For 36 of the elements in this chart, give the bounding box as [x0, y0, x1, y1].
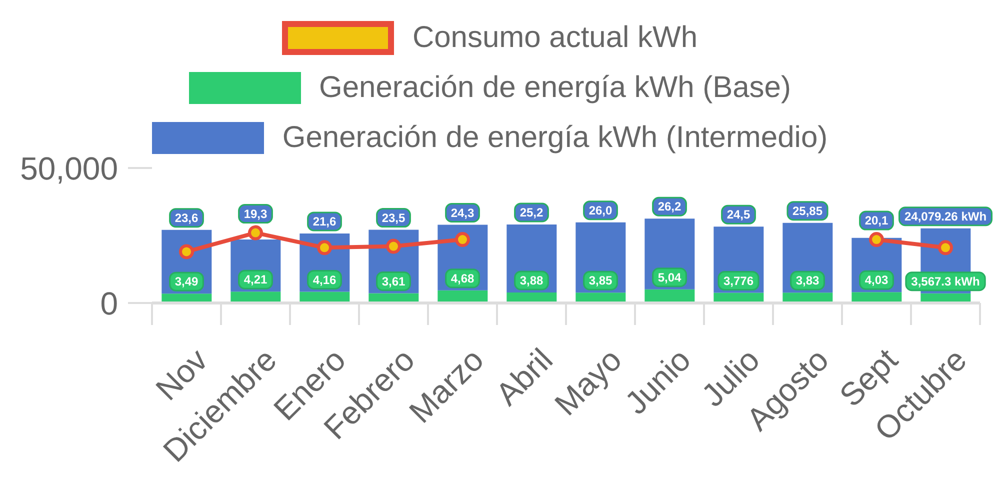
point	[179, 244, 194, 260]
annotation: 25,2	[520, 205, 544, 220]
point	[248, 225, 263, 240]
annotation: 23,5	[382, 210, 406, 225]
annotation: 3,85	[588, 274, 612, 288]
data-label: 24,079.26 kWh	[904, 209, 987, 224]
point	[317, 240, 332, 256]
legend-label: Generación de energía kWh (Base)	[319, 70, 791, 106]
annotation: 4,03	[864, 273, 888, 288]
data-label: 3,567.3 kWh	[911, 274, 980, 288]
annotation: 4,68	[450, 271, 474, 286]
annotation: 25,85	[792, 204, 823, 218]
y-tick-label: 50,000	[20, 150, 118, 186]
annotation: 4,16	[312, 272, 336, 287]
point	[938, 240, 953, 256]
annotation: 3,61	[382, 274, 406, 288]
y-tick-label: 0	[100, 285, 118, 322]
annotation: 26,2	[658, 200, 682, 214]
annotation: 23,6	[174, 210, 198, 225]
annotation: 24,3	[450, 206, 474, 220]
point	[386, 238, 401, 254]
annotation: 19,3	[244, 206, 268, 221]
annotation: 5,04	[658, 270, 682, 284]
data-label: 3,776	[723, 274, 754, 288]
point	[869, 232, 884, 248]
annotation: 20,1	[864, 214, 888, 228]
annotation: 4,21	[244, 272, 268, 287]
annotation: 21,6	[312, 214, 336, 228]
annotation: 3,88	[520, 274, 544, 288]
point	[455, 232, 470, 248]
annotation: 3,49	[174, 274, 198, 289]
legend-label: Consumo actual kWh	[412, 20, 698, 56]
legend-label: Generación de energía kWh (Intermedio)	[282, 120, 828, 156]
annotation: 3,83	[796, 274, 820, 288]
annotation: 26,0	[588, 203, 612, 218]
annotation: 24,5	[726, 208, 750, 222]
